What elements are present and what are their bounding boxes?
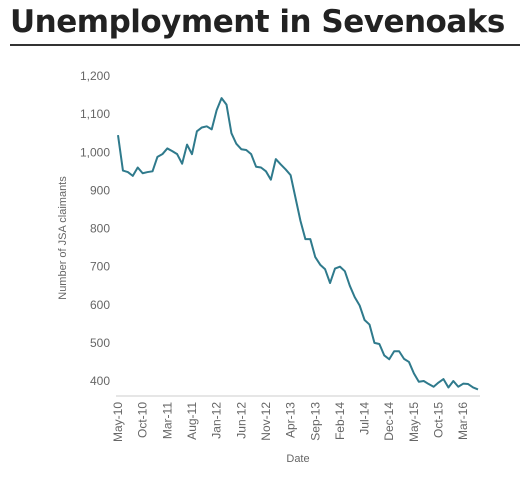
x-tick-label: Aug-11: [185, 402, 199, 440]
title-underline: [10, 44, 520, 46]
y-tick-label: 800: [90, 222, 110, 236]
x-tick-label: Oct-15: [432, 402, 446, 438]
y-tick-label: 600: [90, 298, 110, 312]
y-tick-label: 1,000: [80, 145, 110, 159]
x-tick-label: Nov-12: [259, 402, 273, 441]
x-tick-label: Apr-13: [284, 402, 298, 438]
x-tick-label: Oct-10: [136, 402, 150, 438]
y-tick-label: 1,100: [80, 107, 110, 121]
x-tick-labels: May-10 Oct-10 Mar-11 Aug-11 Jan-12 Jun-12 Nov-…: [111, 402, 470, 442]
y-tick-label: 900: [90, 183, 110, 197]
x-tick-label: Feb-14: [333, 402, 347, 440]
x-tick-label: May-15: [407, 402, 421, 442]
x-axis-label: Date: [286, 453, 309, 465]
x-tick-label: May-10: [111, 402, 125, 442]
x-tick-label: Jul-14: [358, 402, 372, 435]
y-tick-labels: 400 500 600 700 800 900 1,000 1,100 1,200: [80, 69, 110, 388]
y-tick-label: 1,200: [80, 69, 110, 83]
y-axis-label: Number of JSA claimants: [57, 176, 69, 300]
x-tick-label: Jun-12: [234, 402, 248, 439]
x-tick-label: Dec-14: [382, 402, 396, 441]
y-tick-label: 400: [90, 374, 110, 388]
series-line-jsa-claimants: [117, 97, 479, 391]
x-tick-label: Jan-12: [210, 402, 224, 439]
page-title: Unemployment in Sevenoaks: [10, 4, 505, 40]
x-tick-label: Mar-11: [160, 402, 174, 439]
x-tick-label: Sep-13: [308, 402, 322, 441]
y-tick-label: 500: [90, 336, 110, 350]
y-tick-label: 700: [90, 260, 110, 274]
x-tick-label: Mar-16: [456, 402, 470, 440]
